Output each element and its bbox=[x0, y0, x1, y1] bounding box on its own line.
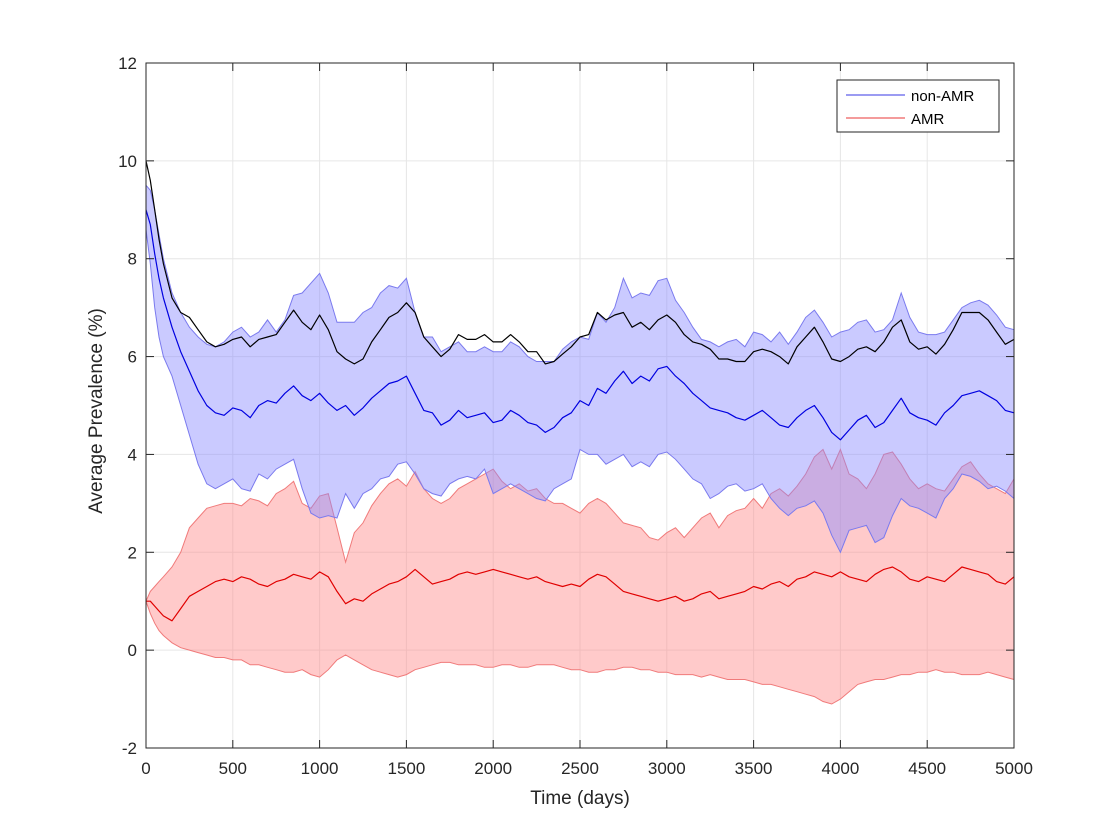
x-tick-label: 3500 bbox=[735, 759, 773, 778]
x-tick-label: 4500 bbox=[908, 759, 946, 778]
mean-line-non-amr bbox=[145, 209, 1015, 441]
y-tick-label: 12 bbox=[118, 54, 137, 73]
x-tick-label: 5000 bbox=[995, 759, 1033, 778]
legend-label-amr: AMR bbox=[911, 111, 945, 128]
axes: 0 500 1000 1500 2000 2500 3000 3500 4000 4500 5000… bbox=[118, 54, 1033, 778]
y-tick-label: 8 bbox=[128, 250, 137, 269]
series-lines bbox=[145, 160, 1015, 622]
y-tick-label: 0 bbox=[128, 641, 137, 660]
y-axis-label: Average Prevalence (%) bbox=[86, 308, 107, 514]
band-upper-edge-non-amr bbox=[145, 184, 1015, 362]
band-amr bbox=[146, 449, 1014, 704]
mean-line-amr bbox=[146, 566, 1015, 622]
x-tick-label: 1500 bbox=[387, 759, 425, 778]
y-tick-label: 10 bbox=[118, 152, 137, 171]
total-line bbox=[145, 160, 1015, 365]
x-tick-label: 3000 bbox=[648, 759, 686, 778]
x-tick-label: 1000 bbox=[301, 759, 339, 778]
band-non-amr bbox=[146, 185, 1014, 553]
y-tick-label: 4 bbox=[128, 445, 137, 464]
x-axis-label: Time (days) bbox=[530, 788, 630, 809]
legend-label-non-amr: non-AMR bbox=[911, 88, 975, 105]
confidence-bands bbox=[145, 184, 1015, 705]
x-tick-label: 500 bbox=[219, 759, 247, 778]
legend: non-AMR AMR bbox=[836, 79, 1000, 133]
band-upper-edge-amr bbox=[145, 448, 1015, 602]
legend-box bbox=[836, 79, 1000, 133]
x-tick-label: 2000 bbox=[474, 759, 512, 778]
y-tick-label: 2 bbox=[128, 543, 137, 562]
band-lower-edge-non-amr bbox=[145, 229, 1015, 554]
x-tick-label: 0 bbox=[141, 759, 150, 778]
y-tick-label: -2 bbox=[122, 739, 137, 758]
x-tick-label: 4000 bbox=[821, 759, 859, 778]
band-lower-edge-amr bbox=[145, 601, 1015, 705]
y-tick-label: 6 bbox=[128, 348, 137, 367]
x-tick-label: 2500 bbox=[561, 759, 599, 778]
